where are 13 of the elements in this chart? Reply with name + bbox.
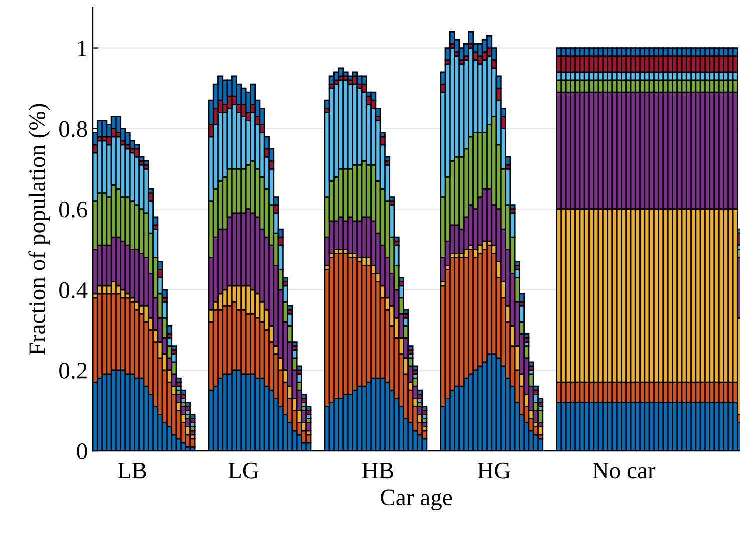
- y-axis-title: Fraction of population (%): [28, 104, 50, 356]
- x-tick-label: No car: [592, 463, 656, 479]
- y-tick-label: 0.8: [60, 121, 88, 138]
- y-tick-label: 0: [77, 444, 88, 460]
- y-tick-label: 0.2: [60, 362, 87, 379]
- x-axis-title: Car age: [381, 490, 452, 511]
- x-tick-label: LG: [228, 462, 259, 479]
- y-tick-label: 1: [78, 40, 87, 56]
- x-tick-label: HG: [478, 462, 511, 479]
- x-tick-label: HB: [362, 463, 394, 479]
- y-tick-label: 0.6: [60, 202, 88, 218]
- x-tick-label: LB: [118, 463, 146, 479]
- y-tick-label: 0.4: [60, 282, 88, 298]
